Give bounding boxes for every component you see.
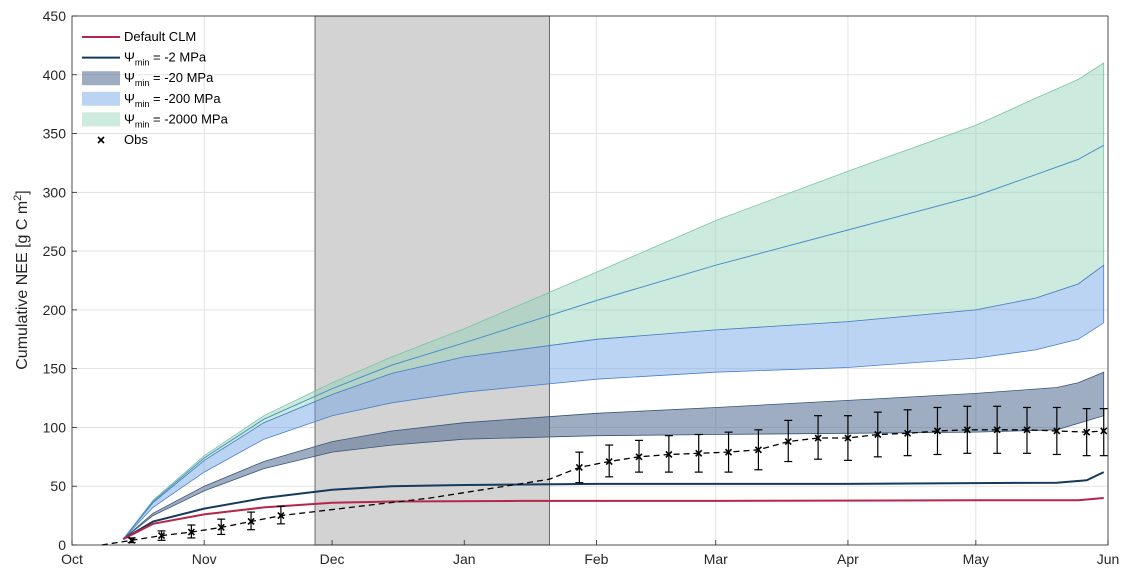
obs-marker (844, 434, 852, 442)
band-edge-line (122, 144, 1104, 540)
obs-marker (575, 463, 583, 471)
legend-label: Ψmin = -2 MPa (124, 50, 207, 68)
x-tick-label: Dec (320, 551, 345, 567)
y-axis-label-end: ] (14, 190, 31, 194)
band-2 (122, 371, 1105, 540)
x-tick-label: Jan (453, 551, 476, 567)
x-tick-label: Apr (837, 551, 859, 567)
legend-value: = -2000 MPa (149, 111, 228, 126)
obs-marker (904, 429, 912, 437)
obs-marker (1083, 428, 1091, 436)
y-tick-label: 150 (43, 361, 67, 377)
obs-marker (874, 430, 882, 439)
legend-value: = -20 MPa (149, 70, 214, 85)
plot-frame (71, 15, 1109, 546)
obs-marker (1100, 427, 1108, 435)
legend-marker (97, 136, 105, 144)
legend-sub: min (135, 119, 150, 129)
y-tick-label: 100 (43, 419, 67, 435)
obs-marker (695, 449, 703, 457)
obs-marker (247, 517, 255, 526)
legend-prefix: Ψ (124, 70, 135, 85)
ticks: Oct Nov Dec Jan Feb Mar Apr May Jun 0 50 100 150 200 2… (43, 8, 1120, 567)
y-axis-label-sup: 2 (12, 195, 24, 201)
y-tick-label: 350 (43, 126, 67, 142)
line-1 (122, 471, 1105, 540)
y-tick-label: 50 (50, 478, 66, 494)
legend-sub: min (135, 99, 150, 109)
legend-label: Obs (124, 132, 148, 147)
obs-layer (101, 405, 1108, 546)
series-layer (122, 62, 1105, 540)
obs-marker (814, 434, 822, 442)
obs-marker (963, 426, 971, 434)
y-tick-label: 200 (43, 302, 67, 318)
obs-marker (217, 523, 225, 531)
y-tick-label: 450 (43, 8, 67, 24)
obs-marker (1023, 426, 1031, 434)
obs-marker (1053, 427, 1061, 435)
obs-marker (128, 536, 136, 544)
obs-marker (665, 450, 673, 459)
obs-marker (933, 427, 942, 435)
legend-patch (82, 112, 120, 127)
y-tick-label: 250 (43, 243, 67, 259)
y-tick-label: 0 (58, 537, 66, 553)
obs-marker (187, 528, 195, 536)
legend-label: Ψmin = -200 MPa (124, 91, 221, 109)
x-tick-label: Oct (61, 551, 83, 567)
x-tick-label: Feb (584, 551, 608, 567)
obs-marker (635, 453, 643, 461)
y-axis-label: Cumulative NEE [g C m2] (12, 190, 31, 370)
obs-marker (605, 457, 613, 466)
x-tick-label: Nov (192, 551, 217, 567)
legend-prefix: Ψ (124, 50, 135, 65)
legend-value: = -2 MPa (149, 50, 206, 65)
obs-marker (277, 512, 285, 520)
legend-patch (82, 71, 120, 86)
band-3 (122, 264, 1105, 540)
y-tick-label: 300 (43, 184, 67, 200)
legend-value: = -200 MPa (149, 91, 221, 106)
line-0 (122, 497, 1104, 540)
obs-marker (157, 532, 166, 540)
legend-patch (82, 91, 120, 106)
x-tick-label: Jun (1097, 551, 1120, 567)
legend-sub: min (135, 78, 150, 88)
plot-area (72, 16, 1108, 545)
obs-marker (993, 426, 1001, 434)
y-axis-label-main: Cumulative NEE [g C m (14, 201, 31, 370)
obs-marker (724, 448, 733, 456)
legend-label: Ψmin = -20 MPa (124, 70, 214, 88)
shaded-period-rect (314, 15, 550, 546)
shaded-period (314, 15, 550, 546)
legend-sub: min (135, 58, 150, 68)
legend-label: Default CLM (124, 29, 196, 44)
x-tick-label: May (963, 551, 989, 567)
legend-prefix: Ψ (124, 111, 135, 126)
legend-label: Ψmin = -2000 MPa (124, 111, 229, 129)
obs-marker (754, 446, 762, 454)
legend-prefix: Ψ (124, 91, 135, 106)
obs-marker (784, 437, 792, 446)
y-tick-label: 400 (43, 67, 67, 83)
x-tick-label: Mar (704, 551, 728, 567)
